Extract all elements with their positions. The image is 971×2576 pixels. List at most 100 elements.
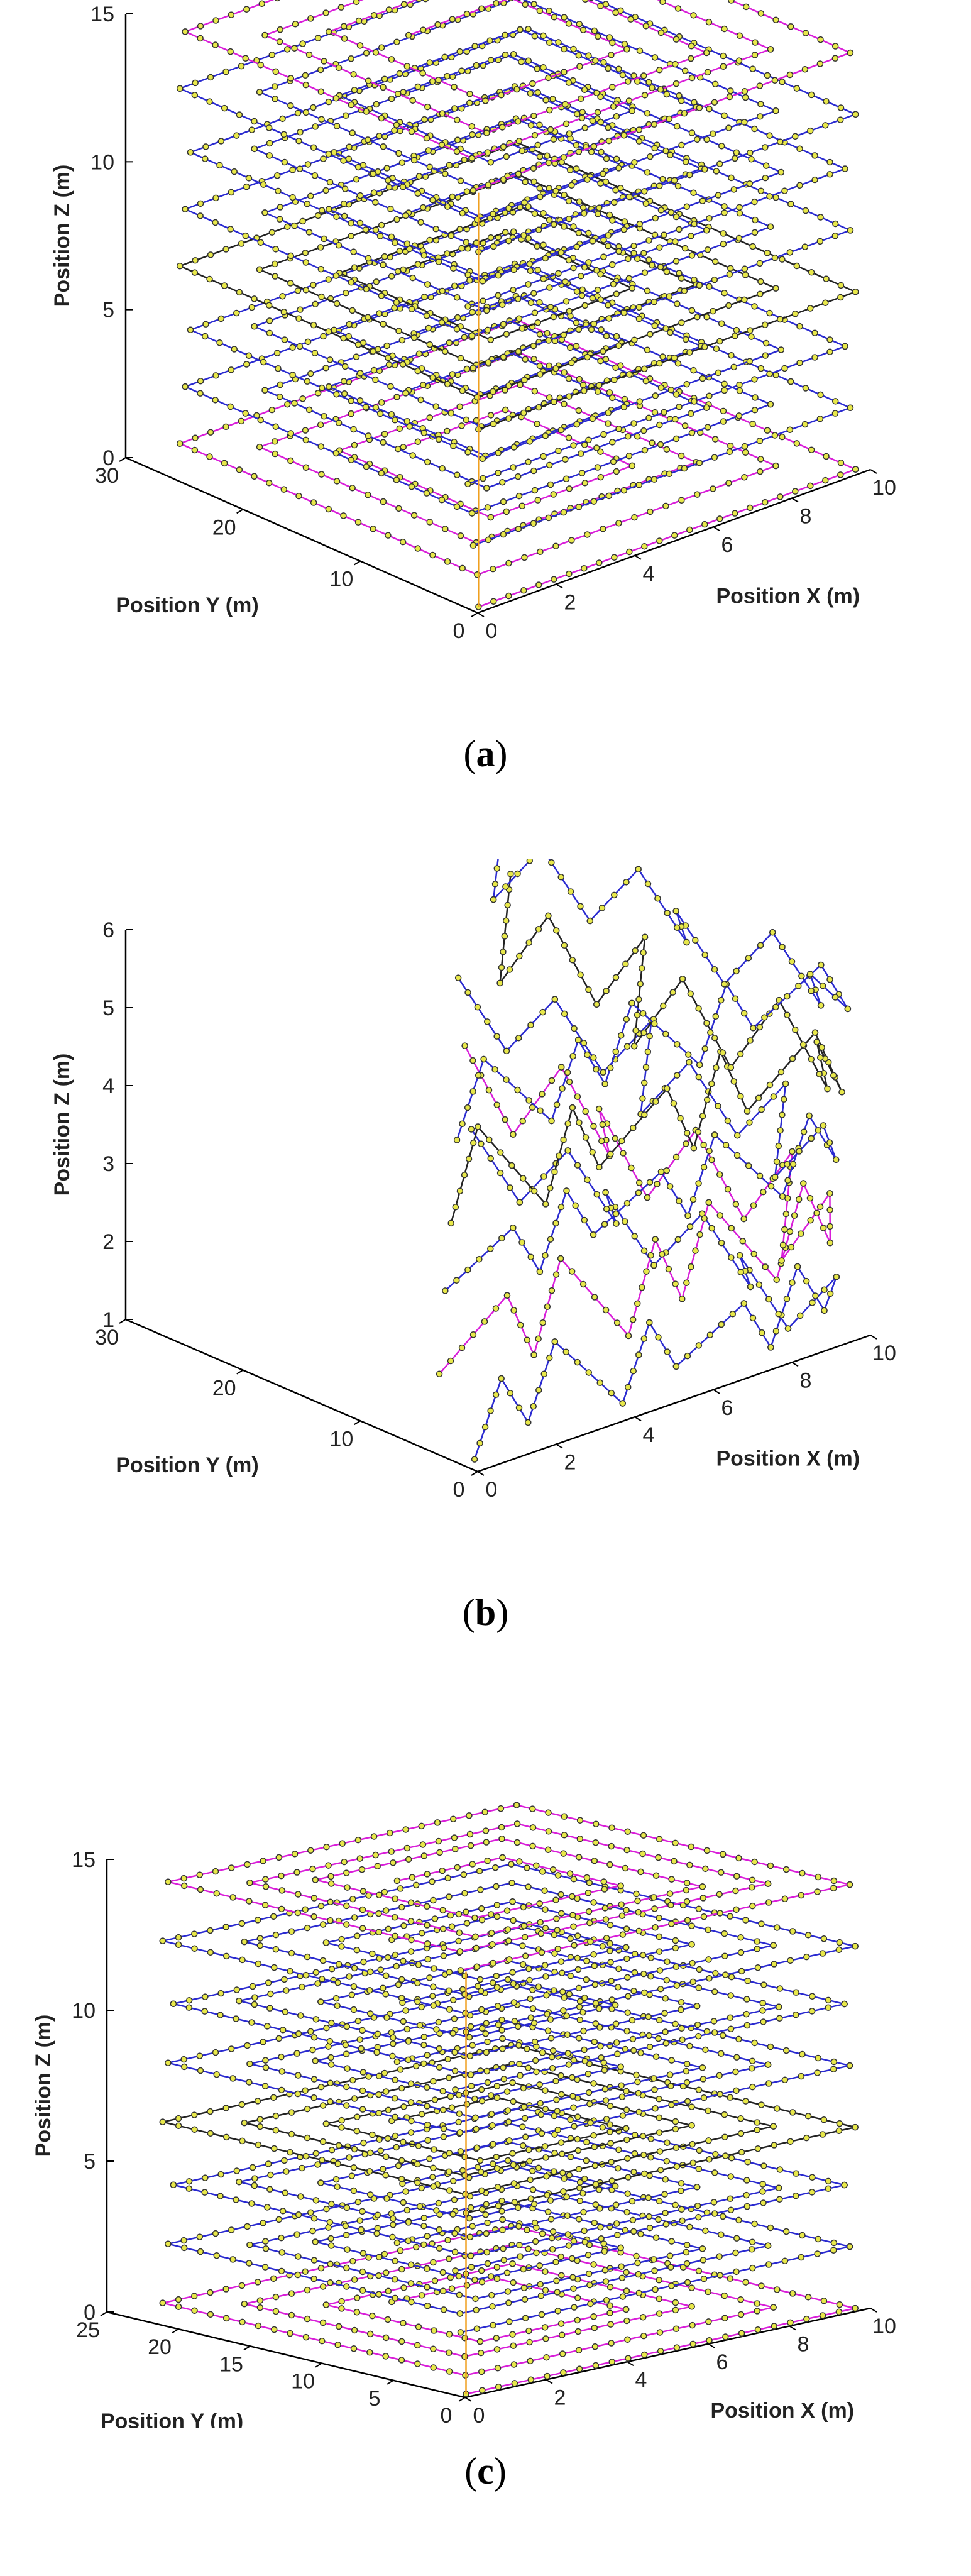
waypoint-marker xyxy=(694,1128,702,1136)
waypoint-marker xyxy=(317,1998,324,2005)
waypoint-marker xyxy=(679,975,686,983)
waypoint-marker xyxy=(307,2209,314,2216)
waypoint-marker xyxy=(683,2242,691,2248)
waypoint-marker xyxy=(393,121,400,128)
waypoint-marker xyxy=(317,88,325,95)
waypoint-marker xyxy=(536,1900,543,1907)
waypoint-marker xyxy=(202,321,209,328)
waypoint-marker xyxy=(566,215,573,223)
x-tick-mark xyxy=(634,1416,642,1422)
waypoint-marker xyxy=(423,135,431,142)
waypoint-marker xyxy=(510,266,518,273)
waypoint-marker xyxy=(493,1973,500,1979)
waypoint-marker xyxy=(557,2139,565,2146)
waypoint-marker xyxy=(518,502,526,510)
waypoint-marker xyxy=(574,2147,582,2154)
waypoint-marker xyxy=(646,2224,654,2232)
waypoint-marker xyxy=(217,2171,224,2178)
waypoint-marker xyxy=(319,2283,327,2290)
waypoint-marker xyxy=(817,1002,825,1009)
waypoint-marker xyxy=(736,32,743,40)
waypoint-marker xyxy=(688,2103,695,2110)
waypoint-marker xyxy=(525,2064,532,2071)
waypoint-marker xyxy=(302,427,309,434)
waypoint-marker xyxy=(722,1142,730,1148)
x-tick-label: 6 xyxy=(721,533,733,557)
waypoint-marker xyxy=(659,353,666,360)
waypoint-marker xyxy=(662,502,669,510)
waypoint-marker xyxy=(825,2177,832,2185)
waypoint-marker xyxy=(825,1996,832,2004)
waypoint-marker xyxy=(575,52,583,59)
waypoint-marker xyxy=(272,273,278,280)
waypoint-marker xyxy=(759,2181,766,2188)
waypoint-marker xyxy=(468,155,476,162)
waypoint-marker xyxy=(529,2167,536,2174)
waypoint-marker xyxy=(309,2046,316,2054)
waypoint-marker xyxy=(656,2198,663,2205)
waypoint-marker xyxy=(691,220,698,228)
waypoint-marker xyxy=(287,102,294,109)
waypoint-marker xyxy=(436,2226,443,2233)
waypoint-marker xyxy=(382,2353,389,2360)
waypoint-marker xyxy=(562,120,570,128)
waypoint-marker xyxy=(530,1187,538,1195)
waypoint-marker xyxy=(605,65,612,72)
waypoint-marker xyxy=(591,2220,598,2226)
waypoint-marker xyxy=(635,2089,642,2097)
waypoint-marker xyxy=(641,188,648,195)
waypoint-marker xyxy=(414,2342,421,2349)
waypoint-marker xyxy=(690,189,697,196)
waypoint-marker xyxy=(294,2090,302,2098)
waypoint-marker xyxy=(738,1968,745,1975)
waypoint-marker xyxy=(625,2355,632,2362)
x-tick-mark xyxy=(789,2325,796,2331)
waypoint-marker xyxy=(304,2105,311,2113)
waypoint-marker xyxy=(424,2103,431,2110)
waypoint-marker xyxy=(359,2027,366,2034)
waypoint-marker xyxy=(207,74,214,81)
waypoint-marker xyxy=(245,175,253,182)
waypoint-marker xyxy=(444,427,451,435)
waypoint-marker xyxy=(852,2304,859,2312)
waypoint-marker xyxy=(340,378,348,385)
waypoint-marker xyxy=(261,2264,269,2271)
waypoint-marker xyxy=(590,320,598,328)
waypoint-marker xyxy=(733,1906,740,1913)
waypoint-marker xyxy=(521,1934,529,1941)
waypoint-marker xyxy=(307,192,314,200)
waypoint-marker xyxy=(485,359,492,366)
waypoint-marker xyxy=(461,1171,468,1179)
waypoint-marker xyxy=(373,2230,380,2237)
waypoint-marker xyxy=(457,532,464,539)
waypoint-marker xyxy=(420,2223,427,2230)
waypoint-marker xyxy=(509,2260,516,2267)
waypoint-marker xyxy=(302,2087,309,2094)
waypoint-marker xyxy=(548,1287,556,1294)
waypoint-marker xyxy=(418,2003,425,2011)
waypoint-marker xyxy=(619,1400,626,1407)
waypoint-marker xyxy=(623,879,630,886)
waypoint-marker xyxy=(592,2201,600,2208)
waypoint-marker xyxy=(615,1965,622,1973)
waypoint-marker xyxy=(321,235,327,243)
waypoint-marker xyxy=(334,2160,341,2167)
waypoint-marker xyxy=(310,499,317,506)
waypoint-marker xyxy=(581,86,588,94)
waypoint-marker xyxy=(540,1370,548,1378)
waypoint-marker xyxy=(635,866,642,873)
waypoint-marker xyxy=(175,1934,182,1941)
waypoint-marker xyxy=(551,14,558,21)
waypoint-marker xyxy=(365,491,371,498)
waypoint-marker xyxy=(625,275,633,282)
waypoint-marker xyxy=(793,1989,799,1996)
waypoint-marker xyxy=(536,121,543,128)
waypoint-marker xyxy=(561,400,568,408)
waypoint-marker xyxy=(727,2014,734,2022)
waypoint-marker xyxy=(767,2043,774,2050)
waypoint-marker xyxy=(672,1363,680,1370)
waypoint-marker xyxy=(620,309,628,316)
waypoint-marker xyxy=(774,2286,781,2293)
waypoint-marker xyxy=(398,1976,405,1983)
waypoint-marker xyxy=(721,387,728,394)
